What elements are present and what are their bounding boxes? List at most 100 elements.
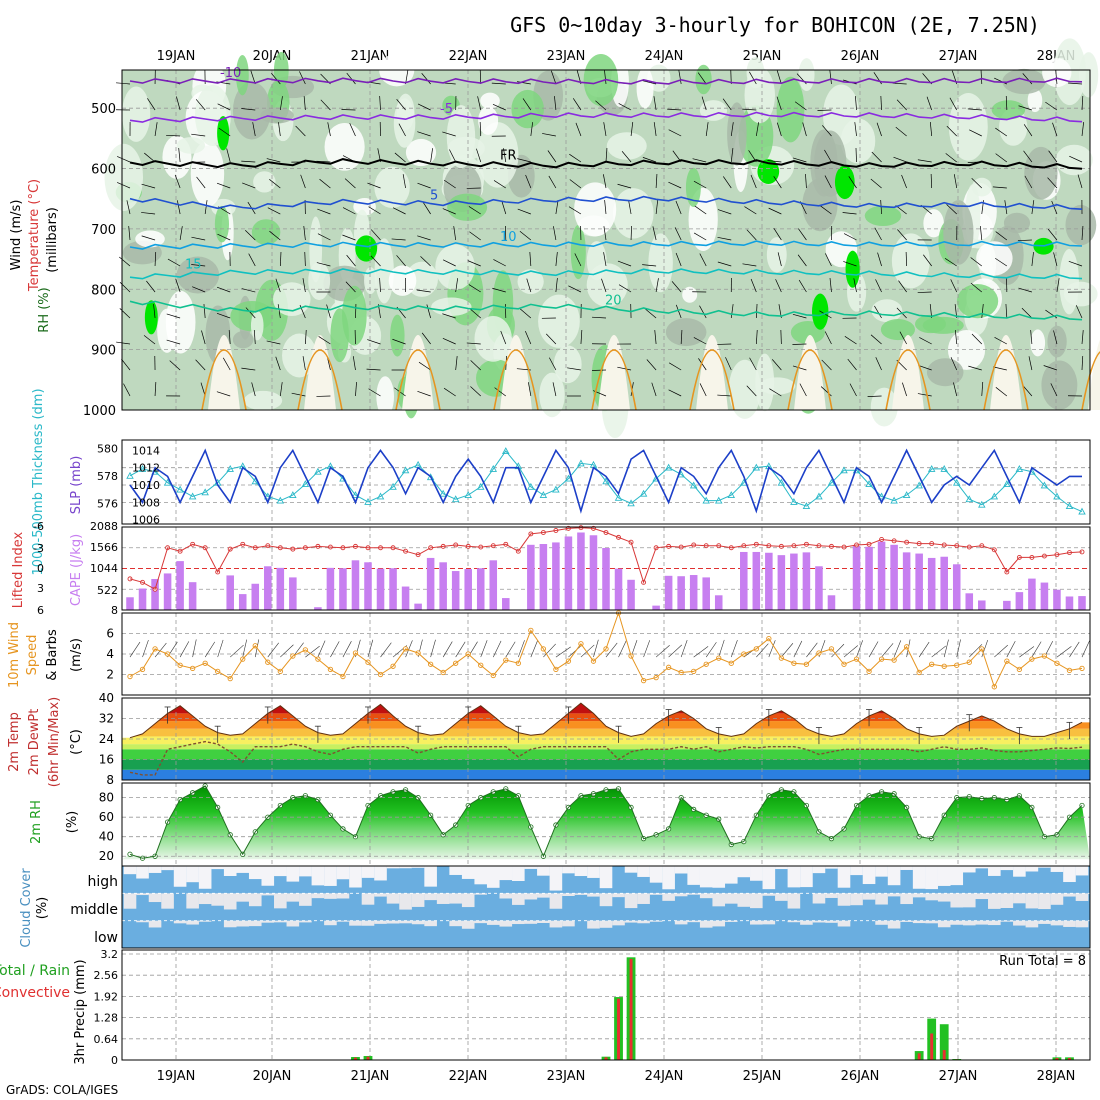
temp-contour-label-2: FR [500, 149, 517, 164]
wind-barb [555, 252, 558, 267]
wind-barb [174, 174, 181, 189]
cape-bar [589, 535, 598, 610]
wind-barb [855, 147, 857, 163]
cloud-clear-1 [1000, 893, 1014, 908]
precip-conv-bar [354, 1057, 357, 1060]
cloud-clear-0 [524, 866, 538, 869]
rh-blob-106 [478, 106, 499, 135]
cape-bar [339, 568, 347, 610]
wind-barb [953, 174, 958, 189]
cape-bar [439, 562, 447, 610]
rh-blob-160 [947, 330, 986, 370]
rh-blob-54 [871, 299, 903, 323]
cape-bar [915, 553, 923, 610]
wind-barb [250, 70, 256, 85]
cloud-clear-0 [512, 866, 525, 882]
wind-barb [853, 278, 857, 293]
cape-bar [414, 603, 422, 610]
wind-barb [392, 338, 406, 345]
wind-barb [730, 122, 734, 137]
cape-bar [827, 595, 836, 610]
wind-barb [344, 178, 356, 189]
wind-barb [317, 233, 331, 241]
cloud-clear-2 [261, 920, 275, 923]
wind-barb [1056, 278, 1060, 293]
cape-bar [176, 561, 184, 610]
temp-contour-label-5: 15 [185, 257, 202, 272]
temp-band-0 [122, 769, 1090, 780]
rh-blob-66 [190, 140, 225, 207]
wind-barb [1077, 174, 1083, 189]
wind-barb [723, 176, 732, 189]
date-tick-bottom-4: 23JAN [547, 1069, 586, 1084]
wind-barb [426, 304, 431, 319]
cape-bar [740, 551, 748, 610]
wind-barb [792, 365, 807, 371]
wind-barb [824, 175, 832, 189]
cloud-clear-2 [674, 920, 688, 925]
cape-bar [314, 607, 322, 610]
wind-barb [742, 108, 757, 111]
wind-barb [421, 332, 431, 345]
wind-barb [746, 385, 757, 397]
wind-barb [228, 330, 231, 345]
wind-barb [1055, 70, 1058, 85]
surface-barb [1081, 640, 1090, 658]
rh-blob-56 [648, 233, 673, 293]
rh-blob-32 [612, 188, 654, 239]
wind-barb [517, 158, 531, 163]
wind-barb [898, 280, 907, 293]
wind-barb [821, 359, 832, 371]
cape-bar [326, 567, 335, 610]
surface-barb [1006, 641, 1016, 658]
wind-barb [216, 391, 231, 397]
wind-barb [116, 341, 131, 345]
cloud-clear-2 [236, 920, 250, 927]
cape-bar [289, 577, 297, 610]
cloud-clear-2 [361, 920, 375, 926]
wind-barb [722, 98, 732, 111]
cloud-clear-0 [737, 866, 751, 878]
cape-bar [1015, 592, 1024, 610]
wind-barb [396, 255, 406, 267]
cloud-clear-1 [261, 893, 275, 896]
cloud-clear-0 [762, 866, 776, 890]
surface-barb [806, 642, 818, 658]
rh-blob-149 [810, 129, 838, 197]
cape-bar [1065, 596, 1074, 610]
rh-ylabel-a: 2m RH [29, 800, 44, 844]
wind-barb [178, 148, 181, 163]
wind-barb [605, 148, 608, 163]
cloud-clear-2 [562, 920, 575, 927]
wind-barb [1023, 124, 1033, 137]
rh-point [127, 851, 133, 857]
cloud-clear-1 [687, 893, 700, 895]
cloud-clear-0 [1000, 866, 1014, 871]
wind-barb [248, 253, 256, 267]
rh-blob-98 [665, 318, 707, 347]
cloud-clear-0 [699, 866, 713, 888]
cloud-clear-1 [461, 893, 475, 908]
wind-barb [222, 357, 231, 371]
cloud-clear-0 [775, 866, 788, 870]
temp-band-9 [122, 695, 1090, 703]
wind-barb [742, 263, 757, 267]
cloud-clear-0 [1038, 866, 1051, 868]
cloud-clear-1 [787, 893, 801, 909]
wind-barb [792, 157, 807, 163]
cape-bar [126, 597, 134, 610]
wind-barb [417, 182, 431, 189]
wind-barb [316, 160, 331, 163]
wind-barb [970, 282, 983, 293]
wind-barb [820, 386, 832, 397]
cape-bar [401, 586, 410, 610]
wind-barb [655, 278, 659, 293]
wind-barb [601, 278, 607, 293]
wind-barb [843, 233, 857, 241]
rh-saturated-0 [757, 159, 780, 184]
cloud-clear-1 [649, 893, 663, 895]
wind-barb [119, 308, 131, 319]
wind-barb [568, 206, 582, 215]
cloud-clear-1 [812, 893, 826, 904]
rh-blob-71 [798, 58, 815, 92]
